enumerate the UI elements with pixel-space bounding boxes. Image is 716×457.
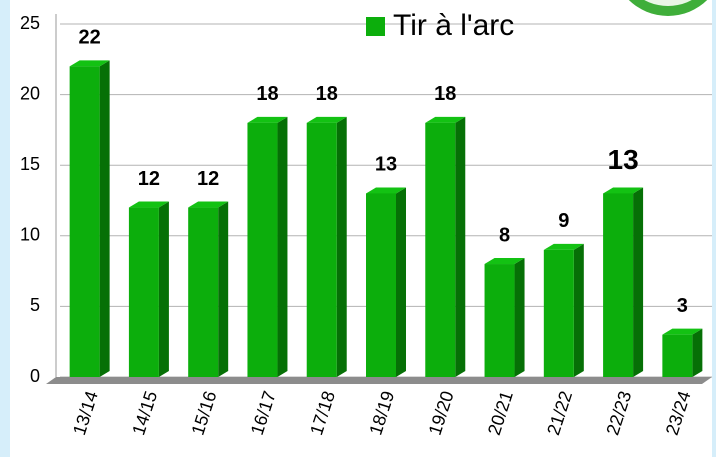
- bar-top: [543, 243, 584, 250]
- bar-side: [218, 201, 229, 377]
- bar-top: [603, 187, 644, 194]
- data-label: 22: [79, 27, 101, 49]
- side-strip: [0, 0, 10, 457]
- y-tick-label: 10: [20, 225, 40, 245]
- bar-side: [514, 258, 525, 377]
- y-tick-label: 0: [30, 366, 40, 386]
- legend-label: Tir à l'arc: [393, 9, 514, 42]
- x-tick-label: 23/24: [662, 389, 695, 438]
- bar-top: [366, 187, 406, 194]
- y-tick-label: 20: [20, 83, 40, 103]
- side-strip: [712, 0, 716, 457]
- data-label: 12: [197, 168, 219, 190]
- data-label: 13: [375, 154, 397, 176]
- decoration: [644, 0, 692, 6]
- bar-side: [277, 116, 288, 377]
- data-label: 18: [256, 83, 278, 105]
- floor: [46, 377, 712, 384]
- data-label: 12: [138, 168, 160, 190]
- bar-side: [336, 116, 347, 377]
- y-tick-label: 25: [20, 13, 40, 33]
- data-label: 18: [434, 83, 456, 105]
- x-tick-label: 14/15: [128, 389, 161, 438]
- x-tick-label: 16/17: [247, 389, 280, 438]
- bar-top: [484, 258, 525, 265]
- x-tick-label: 13/14: [69, 389, 102, 438]
- bar: [484, 264, 515, 377]
- bar-top: [69, 60, 110, 67]
- data-label: 9: [558, 210, 569, 232]
- bar-top: [425, 116, 466, 123]
- bar-side: [692, 328, 703, 377]
- data-label: 13: [608, 144, 639, 175]
- x-tick-label: 15/16: [188, 389, 221, 438]
- bar-side: [396, 187, 406, 377]
- bar: [603, 193, 634, 377]
- y-tick-label: 15: [20, 154, 40, 174]
- bar: [128, 207, 159, 377]
- bar: [306, 122, 337, 377]
- bar-side: [633, 187, 644, 377]
- bar-side: [573, 243, 584, 377]
- data-label: 3: [677, 295, 688, 317]
- bar-side: [158, 201, 169, 377]
- x-tick-label: 19/20: [425, 389, 458, 438]
- data-label: 18: [316, 83, 338, 105]
- bar-top: [188, 201, 229, 208]
- bar: [188, 207, 219, 377]
- bar: [662, 334, 693, 377]
- x-tick-label: 18/19: [365, 389, 398, 438]
- bar: [425, 122, 456, 377]
- bar-side: [99, 60, 110, 378]
- decoration: [628, 0, 708, 16]
- bar: [247, 122, 278, 377]
- bar: [366, 193, 396, 377]
- bar-top: [662, 328, 703, 335]
- bar: [69, 66, 100, 378]
- bar: [543, 249, 574, 377]
- data-label: 8: [499, 224, 510, 246]
- bar-top: [247, 116, 288, 123]
- bar-top: [128, 201, 169, 208]
- x-tick-label: 22/23: [602, 389, 635, 438]
- x-tick-label: 20/21: [484, 389, 517, 438]
- x-tick-label: 21/22: [543, 389, 576, 438]
- y-tick-label: 5: [30, 295, 40, 315]
- legend-swatch: [366, 17, 385, 36]
- x-tick-label: 17/18: [306, 389, 339, 438]
- bar-top: [306, 116, 347, 123]
- bar-side: [455, 116, 466, 377]
